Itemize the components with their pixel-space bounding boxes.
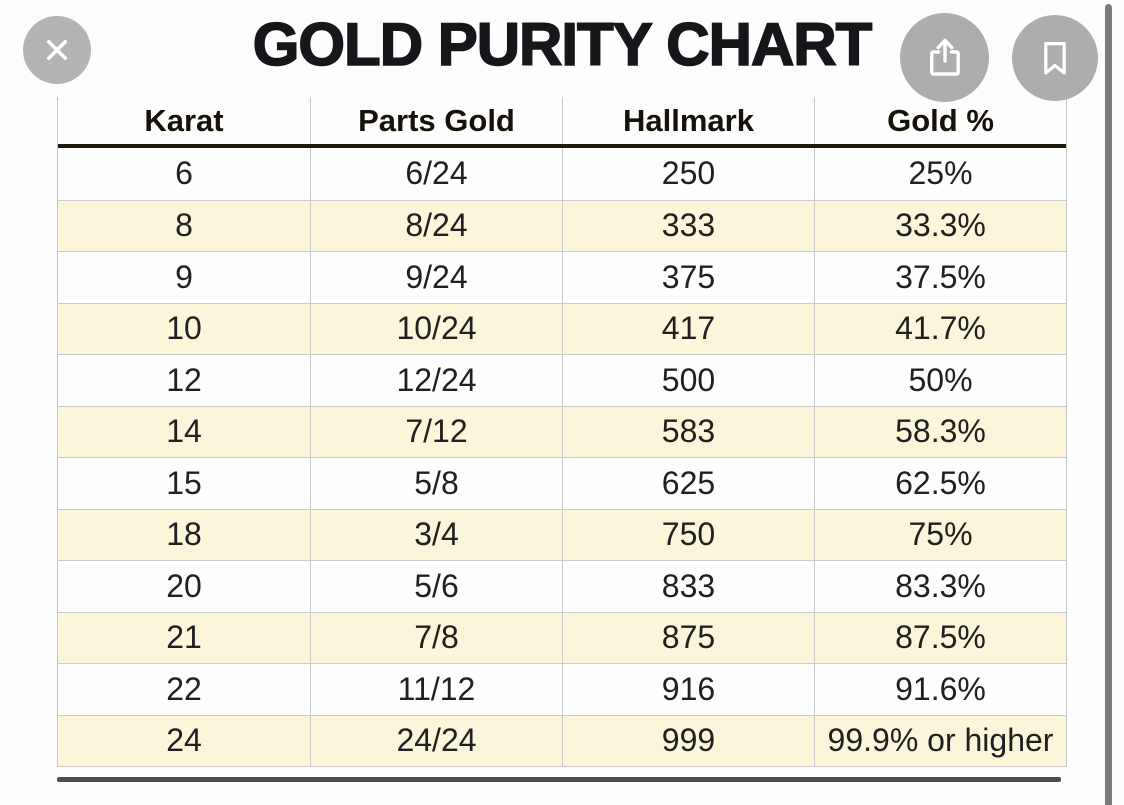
- table-cell: 5/6: [310, 561, 562, 612]
- table-cell: 3/4: [310, 509, 562, 560]
- table-cell: 11/12: [310, 664, 562, 715]
- table-cell: 87.5%: [814, 612, 1066, 663]
- bookmark-button[interactable]: [1012, 15, 1098, 101]
- table-cell: 91.6%: [814, 664, 1066, 715]
- table-cell: 500: [562, 355, 814, 406]
- table-cell: 10/24: [310, 303, 562, 354]
- close-button[interactable]: [23, 16, 91, 84]
- table-cell: 37.5%: [814, 252, 1066, 303]
- table-cell: 41.7%: [814, 303, 1066, 354]
- gold-purity-table: Karat Parts Gold Hallmark Gold % 6 6/24 250 25…: [57, 97, 1067, 767]
- table-cell: 99.9% or higher: [814, 715, 1066, 766]
- table-row: 6 6/24 250 25%: [58, 148, 1066, 200]
- table-cell: 22: [166, 670, 202, 707]
- column-header: Karat: [144, 102, 224, 138]
- table-row: 10 10/24 417 41.7%: [58, 302, 1066, 354]
- table-cell: 417: [562, 303, 814, 354]
- table-row: 14 7/12 583 58.3%: [58, 405, 1066, 457]
- bookmark-icon: [1032, 35, 1078, 81]
- table-cell: 999: [562, 715, 814, 766]
- column-header: Hallmark: [562, 97, 814, 144]
- table-row: 8 8/24 333 33.3%: [58, 199, 1066, 251]
- table-cell: 333: [562, 200, 814, 251]
- scrollbar-thumb[interactable]: [1105, 4, 1112, 805]
- share-icon: [921, 34, 969, 82]
- table-cell: 625: [562, 458, 814, 509]
- table-header-row: Karat Parts Gold Hallmark Gold %: [58, 97, 1066, 148]
- table-row: 12 12/24 500 50%: [58, 354, 1066, 406]
- table-cell: 83.3%: [814, 561, 1066, 612]
- table-cell: 20: [166, 567, 202, 604]
- column-header: Parts Gold: [310, 97, 562, 144]
- table-cell: 5/8: [310, 458, 562, 509]
- table-cell: 18: [166, 516, 202, 553]
- table-body: 6 6/24 250 25% 8 8/24 333 33.3% 9 9/24 375 37.5% 10 1…: [58, 148, 1066, 766]
- table-row: 9 9/24 375 37.5%: [58, 251, 1066, 303]
- table-cell: 583: [562, 406, 814, 457]
- table-row: 22 11/12 916 91.6%: [58, 663, 1066, 715]
- table-cell: 8: [175, 207, 193, 244]
- table-cell: 24: [166, 722, 202, 759]
- table-cell: 21: [166, 619, 202, 656]
- table-cell: 7/12: [310, 406, 562, 457]
- table-cell: 15: [166, 464, 202, 501]
- table-cell: 6/24: [310, 148, 562, 200]
- table-cell: 33.3%: [814, 200, 1066, 251]
- table-cell: 6: [175, 155, 193, 192]
- table-cell: 9: [175, 258, 193, 295]
- table-cell: 7/8: [310, 612, 562, 663]
- table-row: 15 5/8 625 62.5%: [58, 457, 1066, 509]
- table-cell: 375: [562, 252, 814, 303]
- table-bottom-border: [57, 777, 1061, 782]
- column-header: Gold %: [814, 97, 1066, 144]
- table-cell: 9/24: [310, 252, 562, 303]
- table-cell: 833: [562, 561, 814, 612]
- page-title: GOLD PURITY CHART: [252, 10, 873, 79]
- table-cell: 250: [562, 148, 814, 200]
- share-button[interactable]: [900, 13, 989, 102]
- table-cell: 12/24: [310, 355, 562, 406]
- table-cell: 916: [562, 664, 814, 715]
- table-cell: 875: [562, 612, 814, 663]
- table-cell: 50%: [814, 355, 1066, 406]
- table-row: 20 5/6 833 83.3%: [58, 560, 1066, 612]
- table-cell: 8/24: [310, 200, 562, 251]
- table-cell: 24/24: [310, 715, 562, 766]
- table-cell: 25%: [814, 148, 1066, 200]
- table-cell: 10: [166, 310, 202, 347]
- table-row: 24 24/24 999 99.9% or higher: [58, 714, 1066, 766]
- table-cell: 62.5%: [814, 458, 1066, 509]
- table-cell: 58.3%: [814, 406, 1066, 457]
- table-row: 21 7/8 875 87.5%: [58, 611, 1066, 663]
- table-cell: 750: [562, 509, 814, 560]
- table-cell: 12: [166, 361, 202, 398]
- table-cell: 14: [166, 413, 202, 450]
- close-icon: [39, 32, 75, 68]
- table-row: 18 3/4 750 75%: [58, 508, 1066, 560]
- table-cell: 75%: [814, 509, 1066, 560]
